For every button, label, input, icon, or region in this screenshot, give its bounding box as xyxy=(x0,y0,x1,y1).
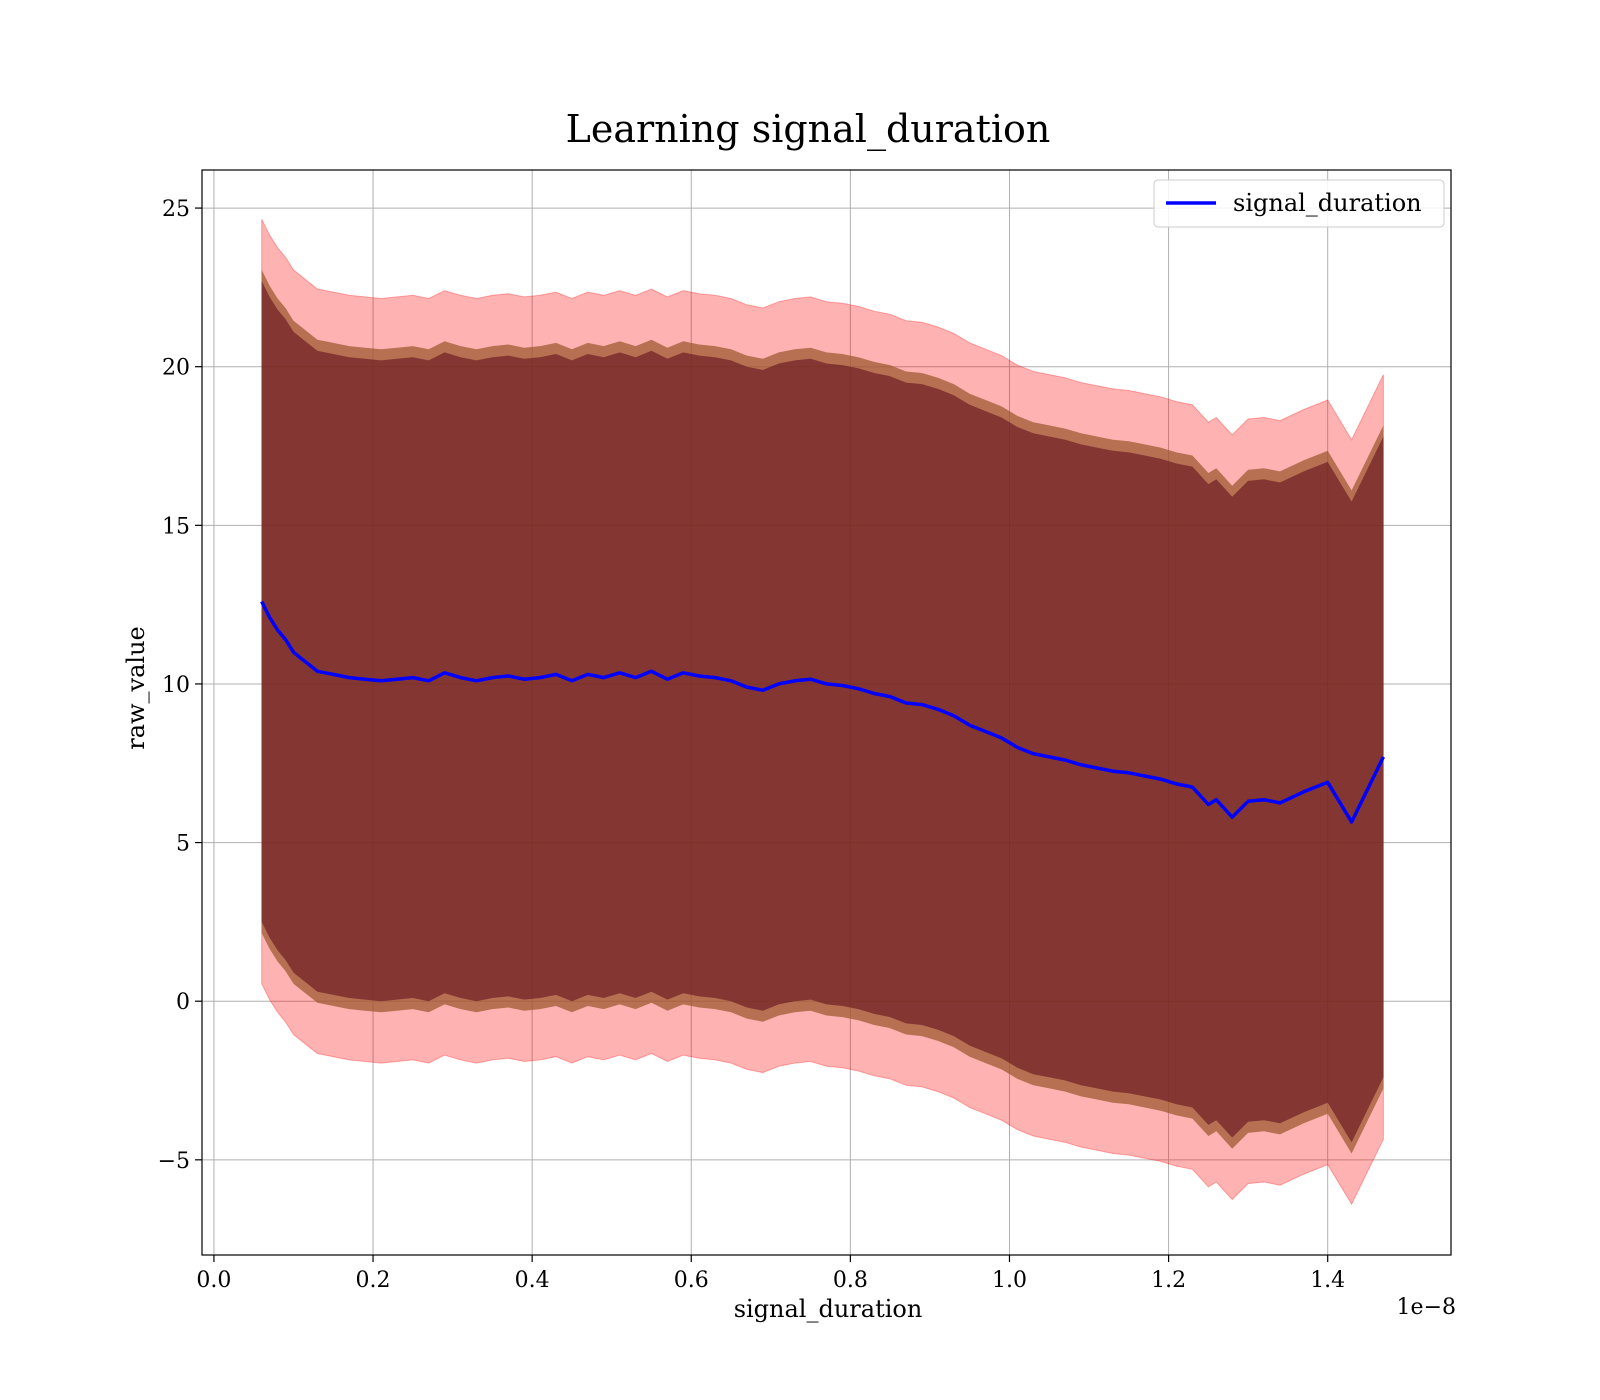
plot-area-frame xyxy=(201,169,1452,1256)
series-line-signal-duration xyxy=(260,600,1385,824)
y-tick-label: 5 xyxy=(176,832,190,857)
series-lines xyxy=(260,600,1385,824)
y-tick-label: 10 xyxy=(162,673,190,698)
y-tick-label: 15 xyxy=(162,514,190,539)
x-tick-label: 1.4 xyxy=(1310,1268,1345,1293)
legend: signal_duration xyxy=(1153,179,1445,228)
y-axis-ticks: −5 0 5 10 15 20 25 xyxy=(158,197,202,1174)
x-tick-label: 0.2 xyxy=(356,1268,391,1293)
y-tick-label: −5 xyxy=(158,1149,190,1174)
bands xyxy=(261,218,1384,1206)
legend-box xyxy=(1153,179,1445,228)
x-axis-offset-text: 1e−8 xyxy=(1397,1295,1456,1320)
y-tick-label: 0 xyxy=(176,990,190,1015)
inner-confidence-band xyxy=(261,281,1384,1143)
y-tick-label: 25 xyxy=(162,197,190,222)
legend-label: signal_duration xyxy=(1233,189,1422,217)
x-tick-label: 0.6 xyxy=(674,1268,709,1293)
x-axis-label: signal_duration xyxy=(734,1295,923,1323)
x-axis-ticks: 0.0 0.2 0.4 0.6 0.8 1.0 1.2 1.4 xyxy=(196,1255,1345,1293)
y-axis-label: raw_value xyxy=(122,626,150,750)
x-tick-label: 1.0 xyxy=(992,1268,1027,1293)
x-tick-label: 1.2 xyxy=(1151,1268,1186,1293)
x-tick-label: 0.8 xyxy=(833,1268,868,1293)
y-tick-label: 20 xyxy=(162,356,190,381)
x-tick-label: 0.4 xyxy=(515,1268,550,1293)
x-tick-label: 0.0 xyxy=(196,1268,231,1293)
chart-title: Learning signal_duration xyxy=(566,107,1051,152)
